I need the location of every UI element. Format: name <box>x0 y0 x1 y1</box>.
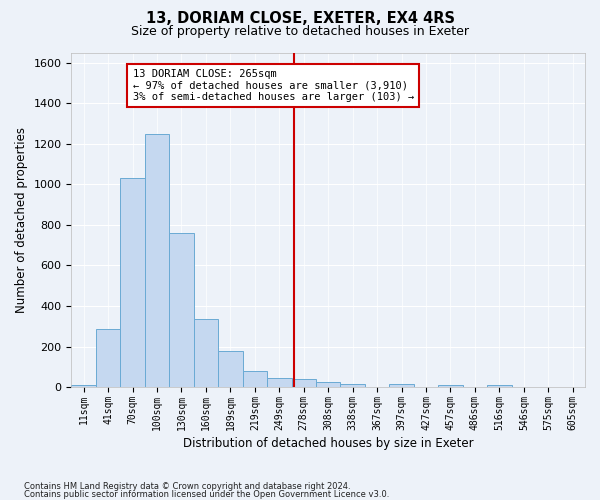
Bar <box>389 384 414 387</box>
Bar <box>194 319 218 387</box>
X-axis label: Distribution of detached houses by size in Exeter: Distribution of detached houses by size … <box>183 437 473 450</box>
Bar <box>267 378 292 387</box>
Bar <box>169 233 194 387</box>
Y-axis label: Number of detached properties: Number of detached properties <box>15 127 28 313</box>
Bar <box>340 384 365 387</box>
Text: Size of property relative to detached houses in Exeter: Size of property relative to detached ho… <box>131 25 469 38</box>
Bar <box>121 178 145 387</box>
Bar <box>242 371 267 387</box>
Text: 13 DORIAM CLOSE: 265sqm
← 97% of detached houses are smaller (3,910)
3% of semi-: 13 DORIAM CLOSE: 265sqm ← 97% of detache… <box>133 68 414 102</box>
Bar <box>292 379 316 387</box>
Bar <box>71 385 96 387</box>
Bar <box>145 134 169 387</box>
Text: 13, DORIAM CLOSE, EXETER, EX4 4RS: 13, DORIAM CLOSE, EXETER, EX4 4RS <box>146 11 455 26</box>
Text: Contains public sector information licensed under the Open Government Licence v3: Contains public sector information licen… <box>24 490 389 499</box>
Text: Contains HM Land Registry data © Crown copyright and database right 2024.: Contains HM Land Registry data © Crown c… <box>24 482 350 491</box>
Bar <box>218 350 242 387</box>
Bar <box>487 385 512 387</box>
Bar <box>316 382 340 387</box>
Bar <box>438 385 463 387</box>
Bar <box>96 330 121 387</box>
